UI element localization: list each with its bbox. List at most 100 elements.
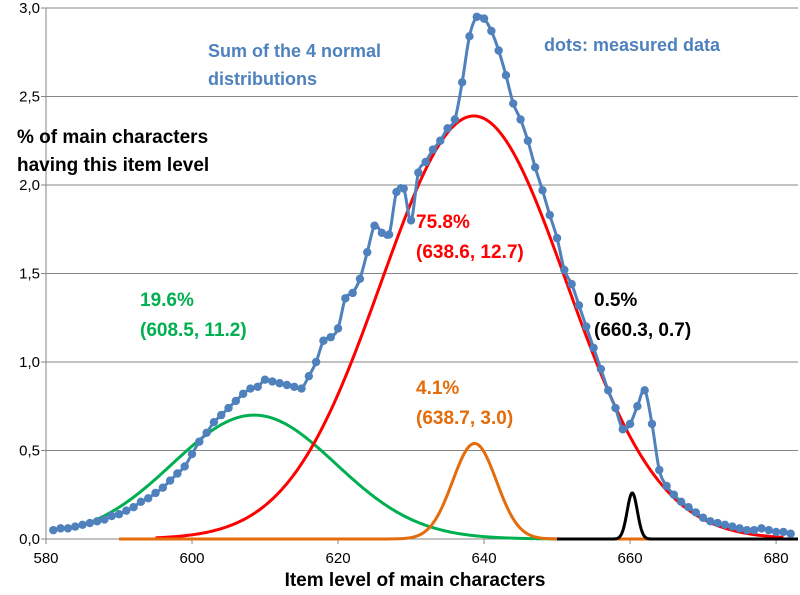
measured-point (304, 371, 314, 381)
y-tick-label: 2,5 (19, 89, 40, 106)
measured-point (450, 115, 460, 124)
measured-point (757, 524, 766, 533)
measured-point (567, 279, 576, 289)
measured-point (713, 518, 722, 528)
measured-point (582, 322, 591, 331)
measured-point (662, 481, 671, 491)
y-axis-label-line2: having this item level (17, 155, 209, 176)
measured-point (187, 449, 197, 459)
measured-point (180, 462, 189, 471)
y-tick-label: 0,0 (19, 531, 40, 548)
measured-point (618, 425, 627, 434)
x-tick-label: 640 (472, 550, 497, 567)
measured-point (377, 228, 387, 237)
measured-point (224, 403, 233, 413)
measured-point (260, 375, 270, 384)
measured-point (173, 469, 182, 478)
sum-annotation-line2: distributions (208, 69, 317, 89)
measured-point (370, 221, 379, 230)
measured-point (676, 497, 686, 507)
measured-point (494, 46, 503, 55)
measured-point (589, 343, 598, 353)
measured-point (786, 529, 795, 538)
measured-point (457, 78, 467, 87)
measured-point (530, 163, 540, 172)
measured-point (691, 508, 700, 517)
curve-sum (52, 13, 792, 536)
measured-point (348, 288, 357, 298)
low-params-annotation: (608.5, 11.2) (140, 320, 247, 341)
y-tick-label: 1,5 (19, 266, 40, 283)
y-tick-label: 1,0 (19, 354, 40, 371)
measured-point (443, 124, 452, 133)
measured-point (63, 524, 73, 533)
measured-point (603, 386, 613, 395)
measured-point (742, 525, 752, 535)
high-params-annotation: (660.3, 0.7) (594, 320, 691, 341)
measured-point (465, 32, 474, 41)
x-tick-label: 620 (326, 550, 351, 567)
measured-point (333, 324, 343, 333)
measured-point (574, 301, 584, 310)
measured-point (341, 294, 350, 303)
measured-point (384, 230, 394, 239)
measured-point (421, 157, 430, 167)
measured-point (78, 520, 87, 530)
x-tick-label: 680 (764, 550, 789, 567)
x-tick-label: 660 (618, 550, 643, 567)
axes (41, 7, 798, 544)
measured-point (92, 517, 102, 526)
curves (52, 13, 800, 541)
measured-point (399, 184, 408, 193)
measured-point (392, 187, 401, 197)
mid-pct-annotation: 4.1% (416, 378, 459, 399)
measured-point (49, 525, 58, 535)
measured-point (275, 379, 284, 388)
measured-point (735, 524, 744, 533)
curve-high (555, 491, 800, 541)
measured-point (764, 525, 773, 535)
measured-point (56, 524, 65, 533)
x-axis-label: Item level of main characters (285, 570, 546, 591)
measured-point (311, 357, 321, 367)
measured-point (771, 527, 781, 537)
measured-point (253, 382, 262, 391)
y-tick-label: 3,0 (19, 0, 40, 17)
sum-annotation-line1: Sum of the 4 normal (208, 41, 381, 61)
measured-point (85, 518, 95, 528)
measured-point (698, 513, 708, 522)
curve-low (81, 413, 558, 541)
measured-point (114, 510, 124, 519)
y-tick-label: 2,0 (19, 177, 40, 194)
main-params-annotation: (638.6, 12.7) (416, 242, 524, 263)
measured-point (509, 99, 518, 108)
mid-params-annotation: (638.7, 3.0) (416, 408, 513, 429)
measured-point (633, 402, 642, 411)
measured-point (231, 396, 241, 406)
measured-point (136, 497, 146, 507)
measured-point (326, 333, 335, 342)
measured-point (647, 419, 657, 429)
measured-point (472, 12, 481, 22)
measured-point (297, 384, 306, 393)
high-pct-annotation: 0.5% (594, 290, 637, 311)
measured-point (560, 265, 569, 275)
measured-point (779, 527, 788, 537)
y-tick-label: 0,5 (19, 443, 40, 460)
gridlines (46, 7, 798, 451)
measured-point (202, 428, 211, 437)
measured-dots (49, 12, 795, 538)
measured-point (538, 186, 547, 195)
measured-point (684, 502, 693, 512)
measured-point (363, 248, 372, 257)
measured-point (749, 525, 759, 535)
measured-point (640, 386, 649, 395)
x-tick-label: 580 (33, 550, 58, 567)
measured-point (158, 483, 168, 492)
curve-mid (119, 441, 798, 541)
measured-point (100, 515, 109, 524)
measured-point (669, 490, 679, 499)
measured-point (144, 494, 153, 503)
measured-point (319, 336, 328, 345)
